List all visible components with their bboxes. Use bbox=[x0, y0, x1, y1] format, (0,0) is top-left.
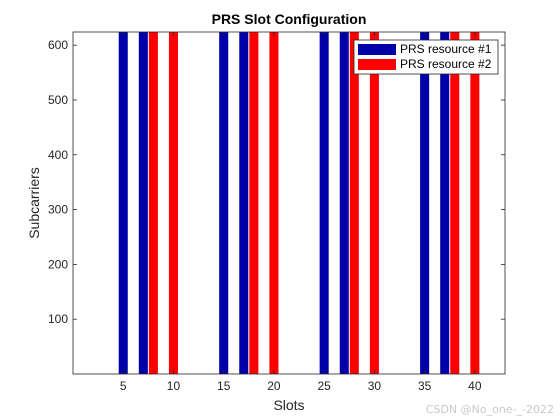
legend-label-prs-resource-1: PRS resource #1 bbox=[400, 42, 492, 56]
x-tick-label: 25 bbox=[317, 379, 331, 393]
bar-series-1-slot-37 bbox=[440, 32, 450, 374]
x-tick-label: 35 bbox=[418, 379, 432, 393]
bar-series-2-slot-30 bbox=[369, 32, 379, 374]
bar-series-2-slot-20 bbox=[269, 32, 279, 374]
legend: PRS resource #1 PRS resource #2 bbox=[353, 39, 499, 75]
bar-series-2-slot-28 bbox=[349, 32, 359, 374]
x-axis: 5 10 15 20 25 30 35 40 bbox=[120, 32, 482, 393]
y-axis: 100 200 300 400 500 600 bbox=[48, 38, 505, 326]
bar-series-2-slot-38 bbox=[450, 32, 460, 374]
legend-label-prs-resource-2: PRS resource #2 bbox=[400, 57, 492, 71]
bar-series-2-slot-10 bbox=[168, 32, 178, 374]
bar-series-1-slot-25 bbox=[319, 32, 329, 374]
x-tick-label: 5 bbox=[120, 379, 127, 393]
legend-swatch-prs-resource-1 bbox=[358, 44, 396, 55]
x-axis-label: Slots bbox=[273, 397, 304, 413]
y-axis-label: Subcarriers bbox=[26, 167, 42, 239]
bars-layer bbox=[118, 32, 480, 374]
x-tick-label: 20 bbox=[267, 379, 281, 393]
y-tick-label: 400 bbox=[48, 148, 68, 162]
bar-series-1-slot-15 bbox=[219, 32, 229, 374]
bar-series-2-slot-8 bbox=[148, 32, 158, 374]
plot-area-frame bbox=[72, 31, 506, 375]
x-tick-label: 30 bbox=[368, 379, 382, 393]
x-tick-label: 10 bbox=[167, 379, 181, 393]
watermark: CSDN @No_one-_-2022 bbox=[425, 403, 554, 416]
x-tick-label: 40 bbox=[468, 379, 482, 393]
bar-series-1-slot-27 bbox=[339, 32, 349, 374]
legend-swatch-prs-resource-2 bbox=[358, 59, 396, 70]
x-tick-label: 15 bbox=[217, 379, 231, 393]
bar-series-1-slot-17 bbox=[239, 32, 249, 374]
bar-series-2-slot-40 bbox=[470, 32, 480, 374]
bar-series-2-slot-18 bbox=[249, 32, 259, 374]
bar-series-1-slot-35 bbox=[420, 32, 430, 374]
y-tick-label: 200 bbox=[48, 257, 68, 271]
y-tick-label: 600 bbox=[48, 38, 68, 52]
bar-series-1-slot-5 bbox=[118, 32, 128, 374]
y-tick-label: 100 bbox=[48, 312, 68, 326]
bar-series-1-slot-7 bbox=[138, 32, 148, 374]
chart-title: PRS Slot Configuration bbox=[212, 11, 367, 27]
y-tick-label: 500 bbox=[48, 93, 68, 107]
y-tick-label: 300 bbox=[48, 203, 68, 217]
